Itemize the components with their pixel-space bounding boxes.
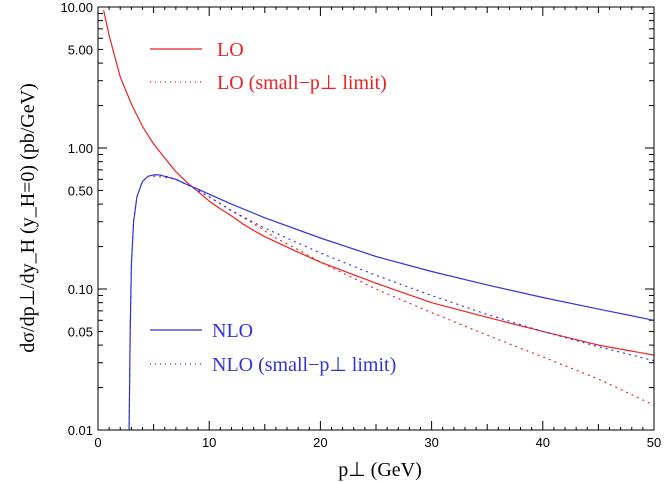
legend-label-lo-small-pt: LO (small−p⊥ limit) <box>217 72 387 94</box>
legend-label-nlo-small-pt: NLO (small−p⊥ limit) <box>212 354 396 376</box>
y-axis-title: dσ/dp⊥/dy_H (y_H=0) (pb/GeV) <box>17 83 39 352</box>
series-nlo-small-p-limit <box>128 174 654 430</box>
legend-bottom: NLO NLO (small−p⊥ limit) <box>150 320 396 376</box>
x-axis: 0 10 20 30 40 50 <box>94 7 661 450</box>
y-tick-label: 0.10 <box>68 282 93 297</box>
legend-label-lo: LO <box>217 39 244 61</box>
legend-top: LO LO (small−p⊥ limit) <box>150 39 387 94</box>
x-tick-label: 20 <box>313 435 327 450</box>
x-tick-label: 40 <box>536 435 550 450</box>
x-tick-label: 50 <box>647 435 661 450</box>
x-tick-label: 0 <box>94 435 101 450</box>
y-tick-label: 1.00 <box>68 141 93 156</box>
series-layer <box>103 9 654 430</box>
x-tick-label: 10 <box>202 435 216 450</box>
y-tick-label: 10.00 <box>60 0 93 15</box>
y-axis: 0.01 0.05 0.10 0.50 1.00 5.00 10.00 <box>60 0 654 438</box>
y-tick-label: 0.50 <box>68 183 93 198</box>
x-axis-title: p⊥ (GeV) <box>338 459 422 481</box>
legend-label-nlo: NLO <box>212 320 253 342</box>
series-nlo <box>128 174 654 430</box>
x-tick-label: 30 <box>424 435 438 450</box>
series-lo <box>103 9 654 356</box>
y-tick-label: 5.00 <box>68 42 93 57</box>
plot-frame <box>97 6 655 431</box>
y-tick-label: 0.05 <box>68 324 93 339</box>
y-tick-label: 0.01 <box>68 423 93 438</box>
